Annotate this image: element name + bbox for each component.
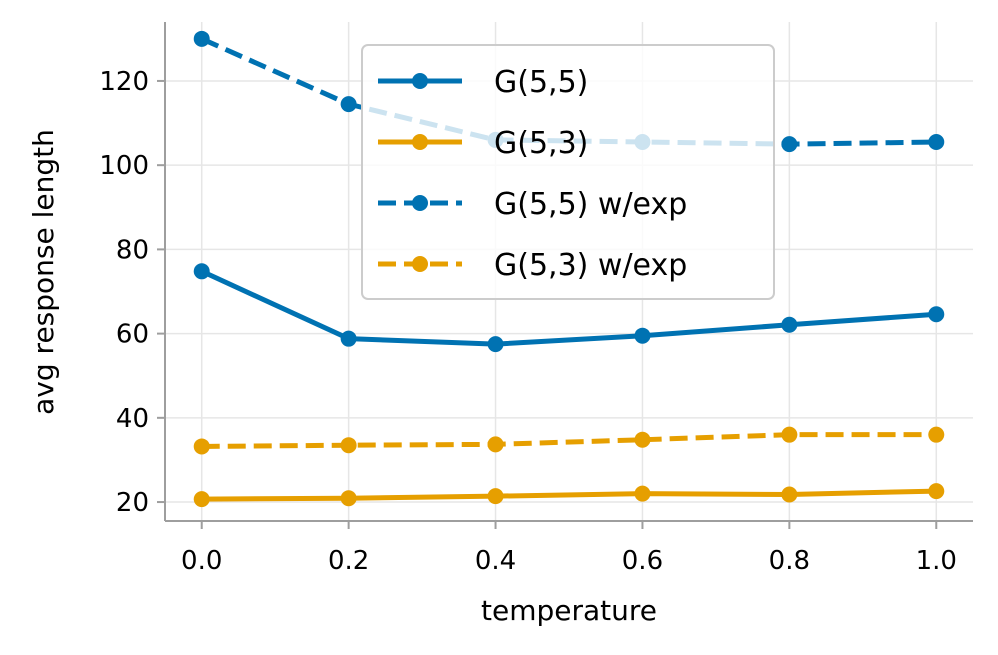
data-point (634, 327, 651, 344)
series-line (201, 432, 937, 449)
x-tick-label: 0.0 (181, 546, 222, 576)
legend-box (361, 44, 775, 300)
legend-marker (412, 195, 428, 211)
legend: G(5,5) G(5,3) G(5,5) w/exp G(5,3) w/exp (361, 44, 775, 300)
y-axis-label: avg response length (27, 129, 60, 415)
x-axis-label: temperature (481, 594, 657, 627)
axes (164, 22, 973, 522)
data-point (487, 436, 504, 453)
legend-marker (412, 134, 428, 150)
legend-label: G(5,3) w/exp (494, 248, 687, 283)
x-tick-label: 0.2 (328, 546, 369, 576)
y-tick-label: 120 (99, 67, 149, 97)
data-point (634, 485, 651, 502)
data-point (634, 431, 651, 448)
data-point (340, 330, 357, 347)
data-point (781, 136, 798, 153)
data-point (781, 316, 798, 333)
data-point (193, 263, 210, 280)
x-tick-label: 0.8 (769, 546, 810, 576)
series-line (201, 488, 937, 502)
x-tick-label: 0.4 (475, 546, 516, 576)
data-point (928, 306, 945, 323)
data-point (928, 426, 945, 443)
data-point (928, 483, 945, 500)
data-point (193, 491, 210, 508)
data-point (340, 490, 357, 507)
data-point (487, 488, 504, 505)
data-point (928, 134, 945, 151)
series-line (200, 269, 937, 347)
data-point (781, 486, 798, 503)
series-line (200, 36, 937, 147)
legend-label: G(5,5) w/exp (494, 187, 687, 222)
series-4 (193, 426, 945, 455)
legend-label: G(5,5) (494, 65, 588, 100)
data-point (487, 336, 504, 353)
data-point (781, 426, 798, 443)
x-tick-label: 1.0 (916, 546, 957, 576)
x-tick-label: 0.6 (622, 546, 663, 576)
y-tick-label: 40 (116, 404, 149, 434)
series-1 (193, 263, 945, 353)
data-point (193, 30, 210, 47)
data-point (193, 438, 210, 455)
y-tick-label: 80 (116, 235, 149, 265)
y-tick-label: 60 (116, 320, 149, 350)
series-2 (193, 483, 945, 508)
y-tick-label: 100 (99, 151, 149, 181)
data-point (340, 96, 357, 113)
ticks: 0.0 0.2 0.4 0.6 0.8 1.0 20 40 60 80 100 120 (99, 67, 957, 576)
legend-marker (412, 256, 428, 272)
data-point (340, 437, 357, 454)
legend-marker (412, 73, 428, 89)
legend-label: G(5,3) (494, 126, 588, 161)
y-tick-label: 20 (116, 488, 149, 518)
